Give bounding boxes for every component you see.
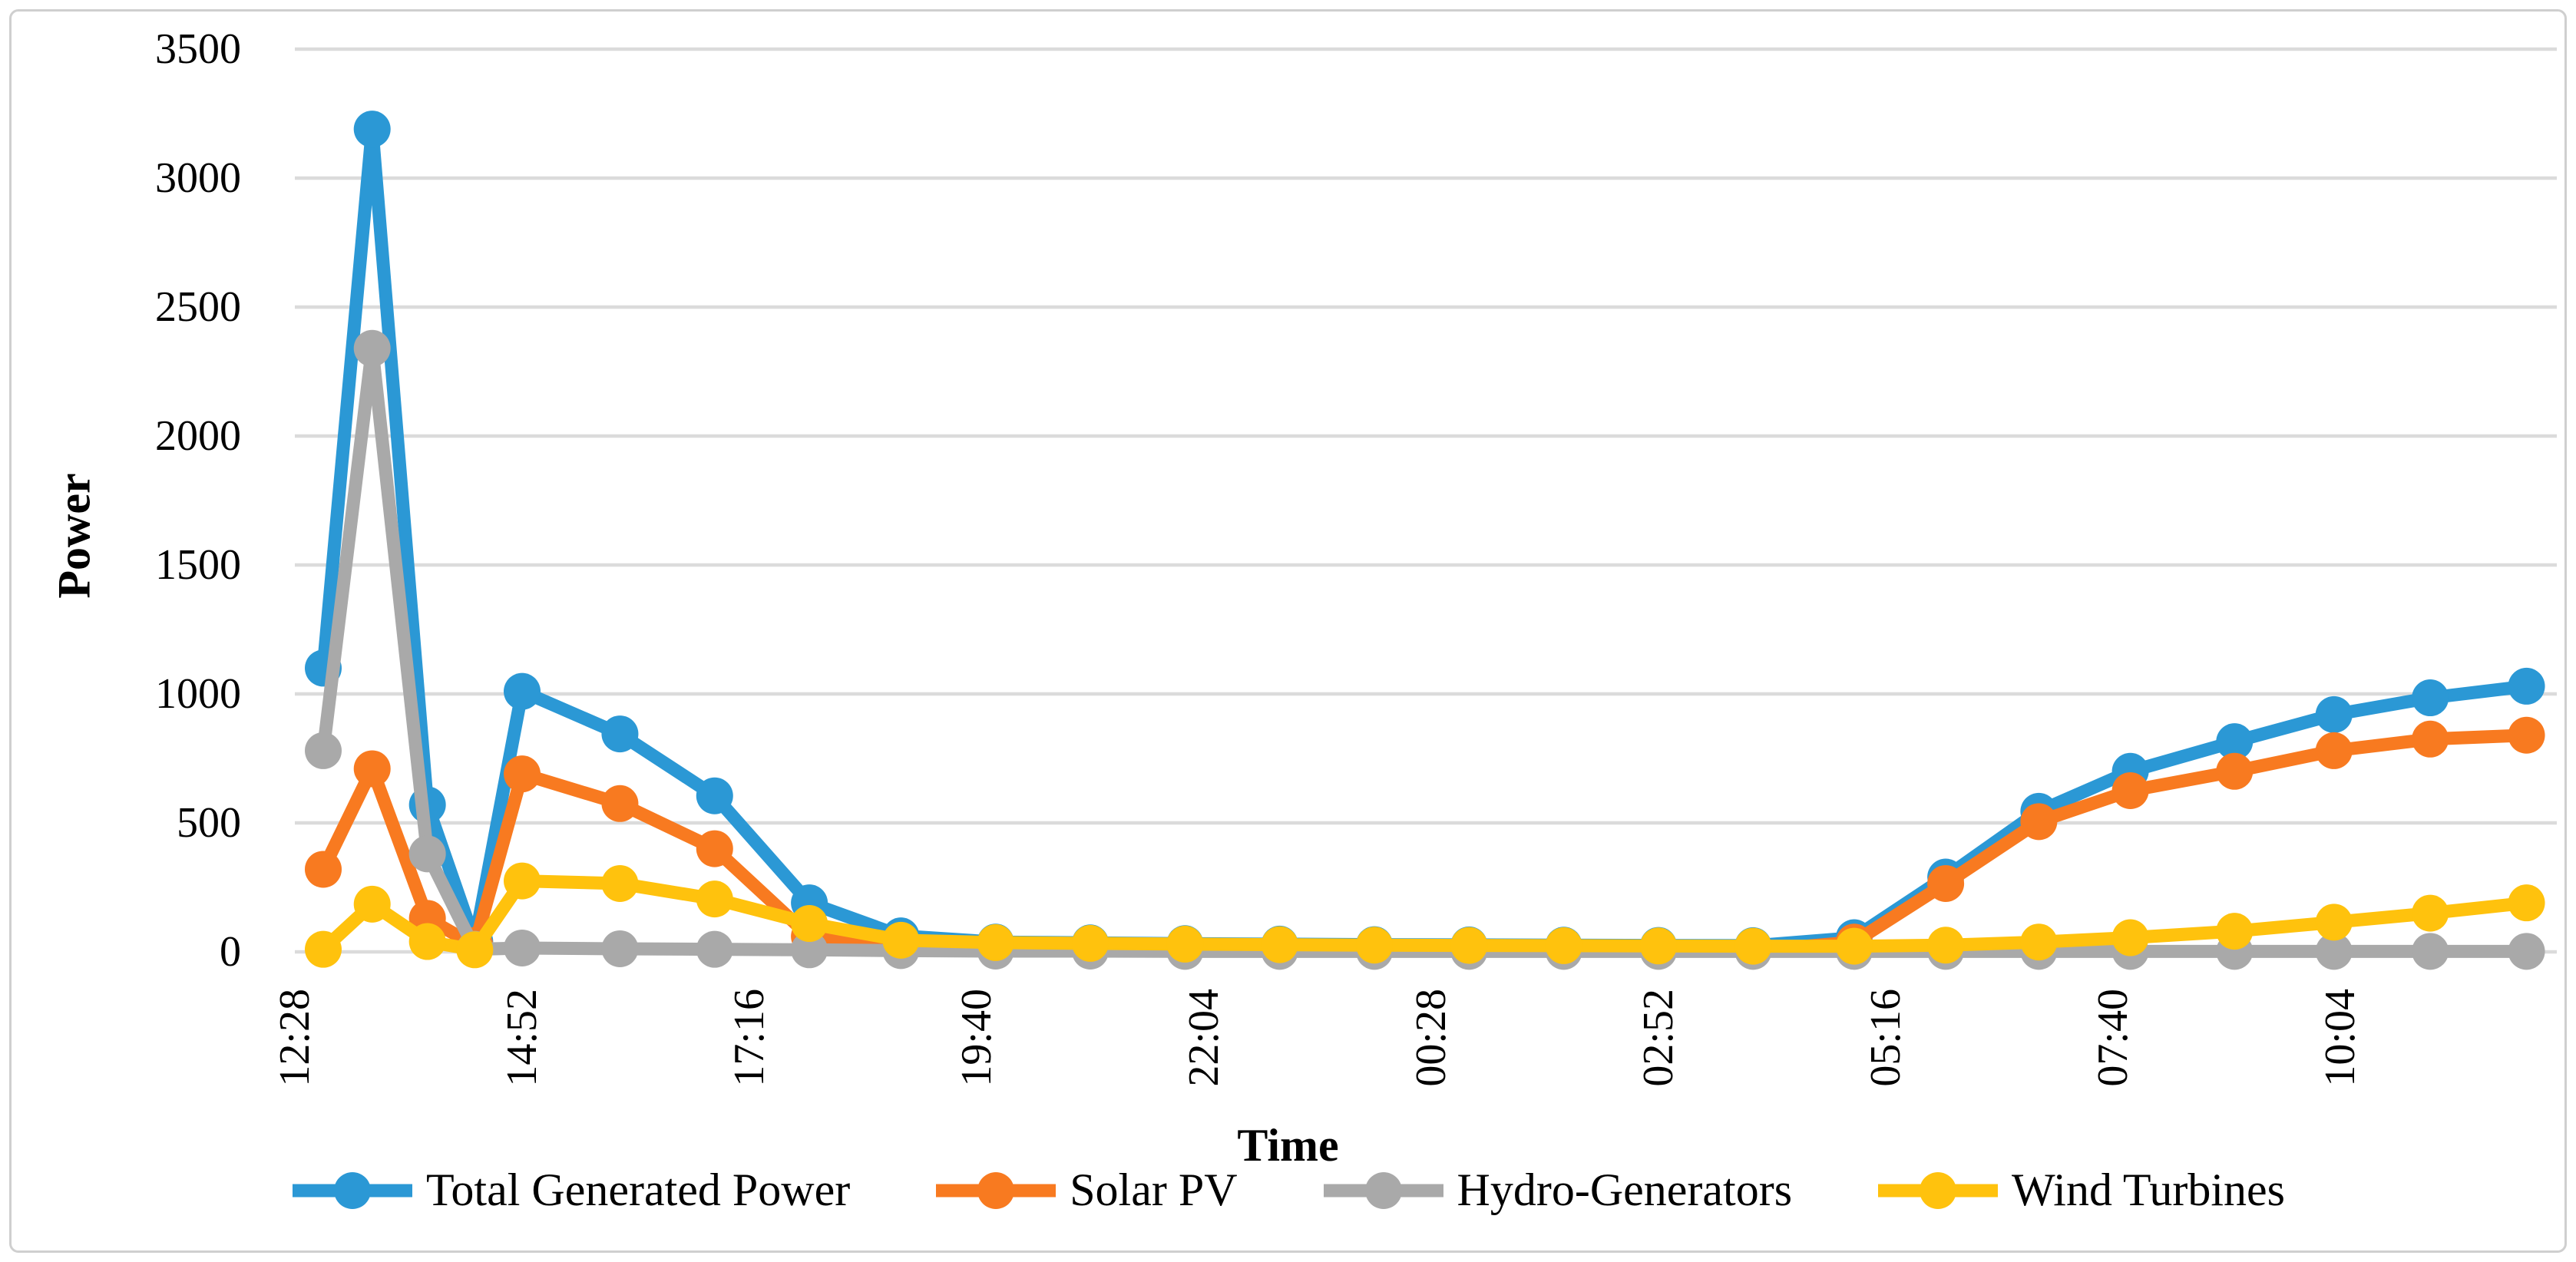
- legend-item-wind-turbines: Wind Turbines: [1877, 1164, 2285, 1217]
- y-axis-tick-labels: 0 500 1000 1500 2000 2500 3000 3500: [155, 25, 241, 976]
- data-point-marker: [1927, 864, 1965, 902]
- data-point-marker: [1072, 924, 1109, 962]
- data-point-marker: [2315, 732, 2353, 769]
- y-axis-title: Power: [48, 473, 100, 599]
- data-point-marker: [977, 923, 1014, 961]
- legend-marker-icon: [936, 1171, 1057, 1209]
- data-point-marker: [2020, 923, 2058, 961]
- y-tick-label: 1500: [155, 541, 241, 589]
- data-point-marker: [791, 931, 828, 969]
- data-point-marker: [2508, 933, 2545, 970]
- y-tick-label: 3000: [155, 154, 241, 202]
- data-point-marker: [2315, 695, 2353, 733]
- y-tick-label: 0: [220, 928, 241, 976]
- series-wind-turbines: [305, 862, 2545, 969]
- data-point-marker: [504, 755, 541, 793]
- x-tick-label: 19:40: [953, 989, 1000, 1087]
- data-point-marker: [305, 930, 342, 968]
- data-point-marker: [1734, 927, 1772, 965]
- x-tick-label: 10:04: [2316, 989, 2364, 1087]
- data-point-marker: [353, 750, 391, 788]
- legend-item-hydro-generators: Hydro-Generators: [1322, 1164, 1793, 1217]
- data-point-marker: [1545, 927, 1582, 964]
- data-point-marker: [408, 923, 446, 960]
- data-point-marker: [696, 830, 733, 867]
- data-point-marker: [2508, 716, 2545, 754]
- data-point-marker: [2508, 884, 2545, 922]
- series-line: [316, 874, 2534, 956]
- x-tick-label: 14:52: [498, 989, 546, 1087]
- data-point-marker: [2412, 679, 2449, 717]
- x-tick-label: 17:16: [726, 989, 773, 1087]
- data-point-marker: [696, 880, 733, 918]
- legend-label: Solar PV: [1070, 1165, 1238, 1215]
- y-tick-label: 500: [177, 799, 241, 847]
- x-axis-tick-labels: 12:28 14:52 17:16 19:40 22:04 00:28 02:52 05:16…: [271, 989, 2364, 1087]
- data-point-marker: [601, 864, 639, 902]
- data-point-marker: [504, 929, 541, 966]
- legend-item-solar-pv: Solar PV: [934, 1164, 1238, 1217]
- data-point-marker: [601, 785, 639, 822]
- legend-marker-icon: [1323, 1171, 1443, 1209]
- y-tick-label: 3500: [155, 25, 241, 73]
- data-point-marker: [601, 715, 639, 753]
- x-tick-label: 07:40: [2089, 989, 2137, 1087]
- data-point-marker: [408, 835, 446, 873]
- legend-item-total-generated-power: Total Generated Power: [291, 1164, 850, 1217]
- data-point-marker: [305, 851, 342, 888]
- data-point-marker: [2315, 904, 2353, 941]
- x-tick-label: 05:16: [1862, 989, 1910, 1087]
- series-hydro-generators: [305, 329, 2545, 970]
- data-point-marker: [1640, 927, 1677, 965]
- y-tick-label: 2500: [155, 283, 241, 331]
- data-point-marker: [2216, 913, 2254, 950]
- data-point-marker: [1835, 927, 1873, 965]
- x-tick-label: 22:04: [1180, 989, 1228, 1087]
- data-point-marker: [1166, 925, 1204, 963]
- x-axis-title: Time: [1237, 1120, 1339, 1171]
- x-tick-label: 12:28: [271, 989, 319, 1087]
- legend-marker-icon: [292, 1171, 412, 1209]
- data-point-marker: [2216, 752, 2254, 790]
- data-point-marker: [2315, 933, 2353, 970]
- legend-label: Total Generated Power: [425, 1165, 851, 1215]
- data-point-marker: [2412, 894, 2449, 932]
- data-point-marker: [1356, 927, 1393, 964]
- data-point-marker: [2216, 723, 2254, 761]
- data-point-marker: [2412, 933, 2449, 970]
- y-tick-label: 2000: [155, 412, 241, 460]
- legend-label: Wind Turbines: [2012, 1165, 2286, 1215]
- data-point-marker: [2508, 667, 2545, 705]
- legend-label: Hydro-Generators: [1457, 1165, 1793, 1215]
- data-point-marker: [2111, 919, 2149, 956]
- legend-marker-icon: [1878, 1171, 1999, 1209]
- data-point-marker: [1450, 927, 1488, 964]
- data-point-marker: [305, 732, 342, 769]
- data-point-marker: [504, 672, 541, 710]
- data-point-marker: [2020, 803, 2058, 841]
- series-line: [316, 728, 2534, 958]
- y-tick-label: 1000: [155, 670, 241, 718]
- data-point-marker: [696, 930, 733, 968]
- data-point-marker: [1927, 927, 1965, 964]
- x-tick-label: 00:28: [1407, 989, 1455, 1087]
- series-line: [316, 342, 2534, 958]
- data-point-marker: [353, 111, 391, 148]
- data-point-marker: [1261, 926, 1298, 963]
- x-tick-label: 02:52: [1635, 989, 1682, 1087]
- legend: Total Generated Power Solar PV Hydro-Gen…: [0, 1164, 2576, 1217]
- data-point-marker: [601, 930, 639, 967]
- series-total-generated-power: [305, 111, 2545, 964]
- data-point-marker: [882, 921, 920, 959]
- data-point-marker: [791, 905, 828, 943]
- data-point-marker: [456, 931, 494, 969]
- data-point-marker: [353, 885, 391, 923]
- data-point-marker: [696, 777, 733, 814]
- data-point-marker: [504, 862, 541, 900]
- data-point-marker: [2412, 720, 2449, 758]
- data-point-marker: [353, 329, 391, 367]
- data-point-marker: [2111, 772, 2149, 809]
